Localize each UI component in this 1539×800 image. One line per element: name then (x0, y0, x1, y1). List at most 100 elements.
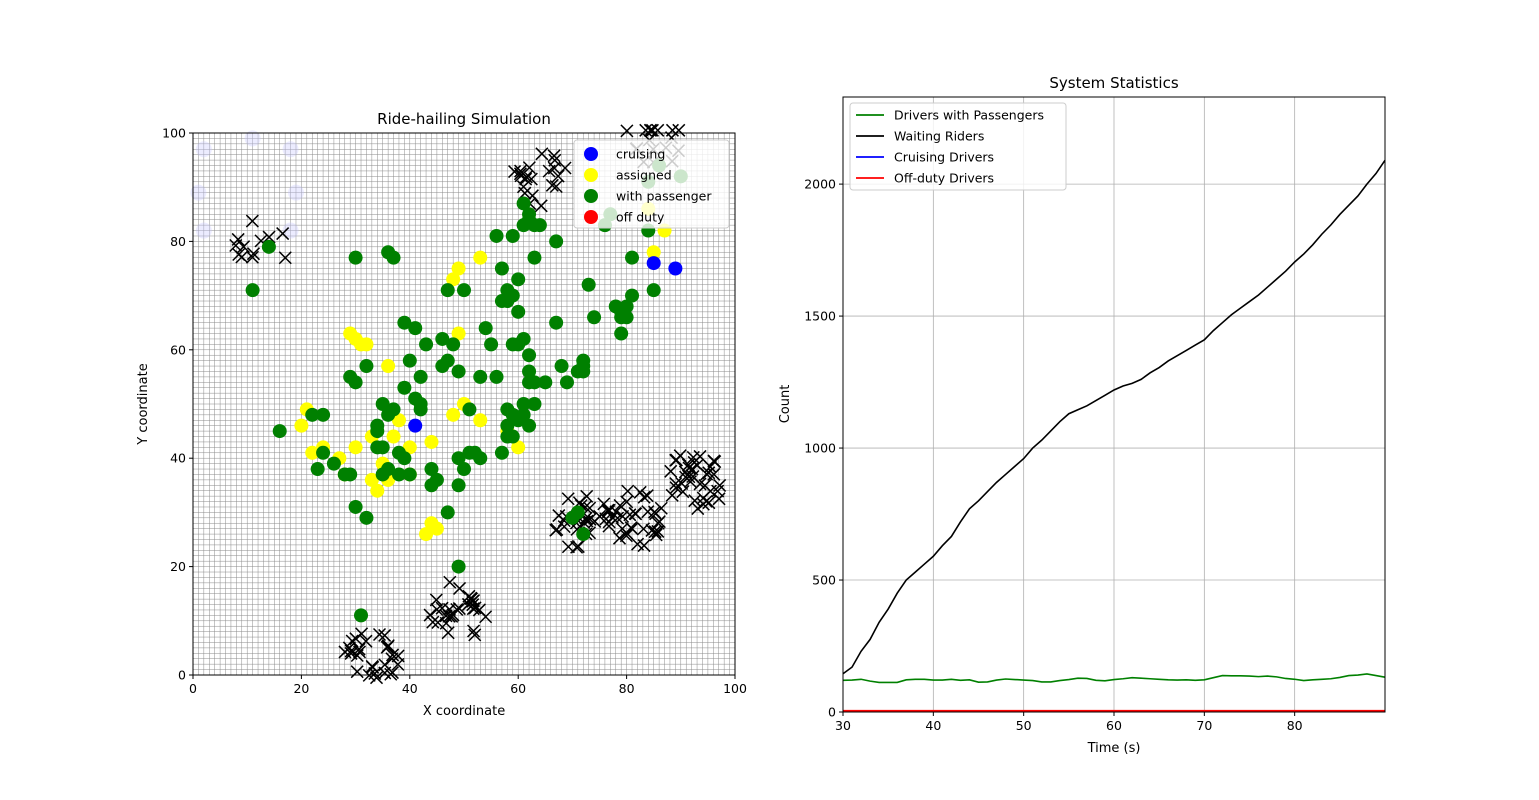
right-x-tick-label: 50 (1016, 718, 1032, 733)
driver-point-with-passenger (527, 250, 542, 265)
right-legend: Drivers with Passengers Waiting Riders Cru… (849, 102, 1067, 191)
waiting-rider-marker (278, 251, 292, 265)
driver-point-assigned (646, 245, 661, 260)
waiting-rider-marker (430, 602, 444, 617)
waiting-rider-marker (534, 199, 548, 213)
driver-point-with-passenger (261, 239, 276, 254)
waiting-rider-marker (651, 516, 665, 530)
right-x-tick-label: 70 (1196, 718, 1212, 733)
demand-shade (282, 141, 299, 158)
waiting-rider-marker (707, 467, 721, 481)
left-x-tick-label: 40 (402, 681, 418, 696)
driver-point-assigned (386, 429, 401, 444)
waiting-rider-marker (514, 169, 528, 183)
left-legend-marker (584, 147, 598, 161)
driver-point-with-passenger (625, 288, 640, 303)
right-chart-title: System Statistics (1049, 74, 1178, 92)
left-chart-title: Ride-hailing Simulation (377, 110, 551, 128)
waiting-rider-marker (231, 232, 245, 246)
waiting-rider-marker (453, 581, 467, 595)
driver-point-with-passenger (462, 402, 477, 417)
right-x-tick-label: 40 (925, 718, 941, 733)
demand-shade (195, 141, 212, 158)
driver-point-with-passenger (348, 499, 363, 514)
waiting-rider-marker (468, 628, 482, 642)
left-legend-marker (584, 189, 598, 203)
waiting-rider-marker (237, 240, 251, 254)
driver-point-with-passenger (527, 397, 542, 411)
driver-point-with-passenger (451, 559, 466, 574)
waiting-rider-marker (649, 528, 663, 542)
waiting-rider-marker (597, 497, 611, 511)
waiting-rider-marker (549, 179, 563, 194)
waiting-rider-marker (561, 492, 575, 506)
left-x-tick-label: 0 (189, 681, 197, 696)
driver-point-with-passenger (619, 299, 634, 314)
driver-point-with-passenger (516, 397, 531, 411)
waiting-rider-marker (640, 489, 654, 503)
waiting-rider-marker (245, 250, 259, 264)
waiting-rider-marker (372, 627, 387, 642)
driver-point-assigned (419, 527, 434, 542)
right-y-tick-label: 0 (828, 705, 836, 720)
left-legend-label: with passenger (616, 189, 712, 204)
driver-point-assigned (391, 413, 406, 428)
driver-point-with-passenger (522, 418, 537, 433)
waiting-rider-marker (232, 247, 246, 262)
driver-point-with-passenger (435, 331, 450, 346)
driver-point-with-passenger (381, 462, 396, 477)
demand-shade (195, 222, 212, 239)
waiting-rider-marker (378, 666, 392, 680)
waiting-rider-marker (644, 123, 658, 137)
right-y-tick-label: 1000 (804, 441, 836, 456)
driver-point-with-passenger (386, 402, 401, 417)
right-legend-label: Drivers with Passengers (894, 108, 1044, 123)
driver-point-with-passenger (522, 364, 537, 379)
left-legend-marker (584, 210, 598, 224)
waiting-rider-marker (676, 485, 690, 499)
driver-point-assigned (424, 434, 439, 449)
driver-point-with-passenger (516, 218, 531, 233)
waiting-rider-marker (645, 123, 659, 137)
waiting-rider-marker (535, 147, 549, 161)
waiting-rider-marker (385, 648, 400, 662)
left-axes-frame (192, 132, 736, 676)
waiting-rider-marker (583, 501, 597, 515)
waiting-rider-marker (628, 506, 642, 521)
left-driver-markers (245, 158, 688, 623)
waiting-rider-marker (467, 624, 481, 638)
driver-point-with-passenger (397, 451, 412, 466)
waiting-rider-marker (682, 470, 696, 484)
left-y-axis-label: Y coordinate (136, 363, 151, 445)
driver-point-with-passenger (272, 424, 287, 439)
left-x-ticks: 0 20 40 60 80 100 (189, 675, 747, 696)
right-y-tick-label: 500 (812, 573, 836, 588)
waiting-rider-marker (465, 592, 479, 606)
right-x-tick-label: 60 (1106, 718, 1122, 733)
waiting-rider-marker (571, 540, 585, 554)
right-x-tick-label: 30 (835, 718, 851, 733)
waiting-rider-marker (690, 458, 704, 472)
driver-point-with-passenger (559, 375, 574, 390)
waiting-rider-marker (580, 514, 594, 528)
waiting-rider-marker (673, 449, 687, 463)
waiting-rider-marker (641, 505, 655, 519)
driver-point-with-passenger (440, 505, 455, 520)
left-rider-markers (229, 123, 727, 685)
waiting-rider-marker (664, 464, 678, 478)
right-legend-label: Off-duty Drivers (894, 171, 994, 186)
waiting-rider-marker (633, 485, 647, 499)
driver-point-with-passenger (538, 375, 553, 390)
waiting-rider-marker (246, 247, 261, 261)
waiting-rider-marker (426, 615, 440, 629)
driver-point-with-passenger (576, 364, 591, 379)
driver-point-assigned (359, 337, 374, 352)
driver-point-with-passenger (554, 359, 569, 374)
demand-shade (190, 184, 207, 201)
driver-point-with-passenger (484, 337, 499, 352)
driver-point-with-passenger (614, 326, 629, 341)
driver-point-with-passenger (408, 321, 423, 336)
waiting-rider-marker (703, 484, 717, 498)
left-y-tick-label: 60 (170, 342, 186, 357)
waiting-rider-marker (369, 671, 384, 685)
